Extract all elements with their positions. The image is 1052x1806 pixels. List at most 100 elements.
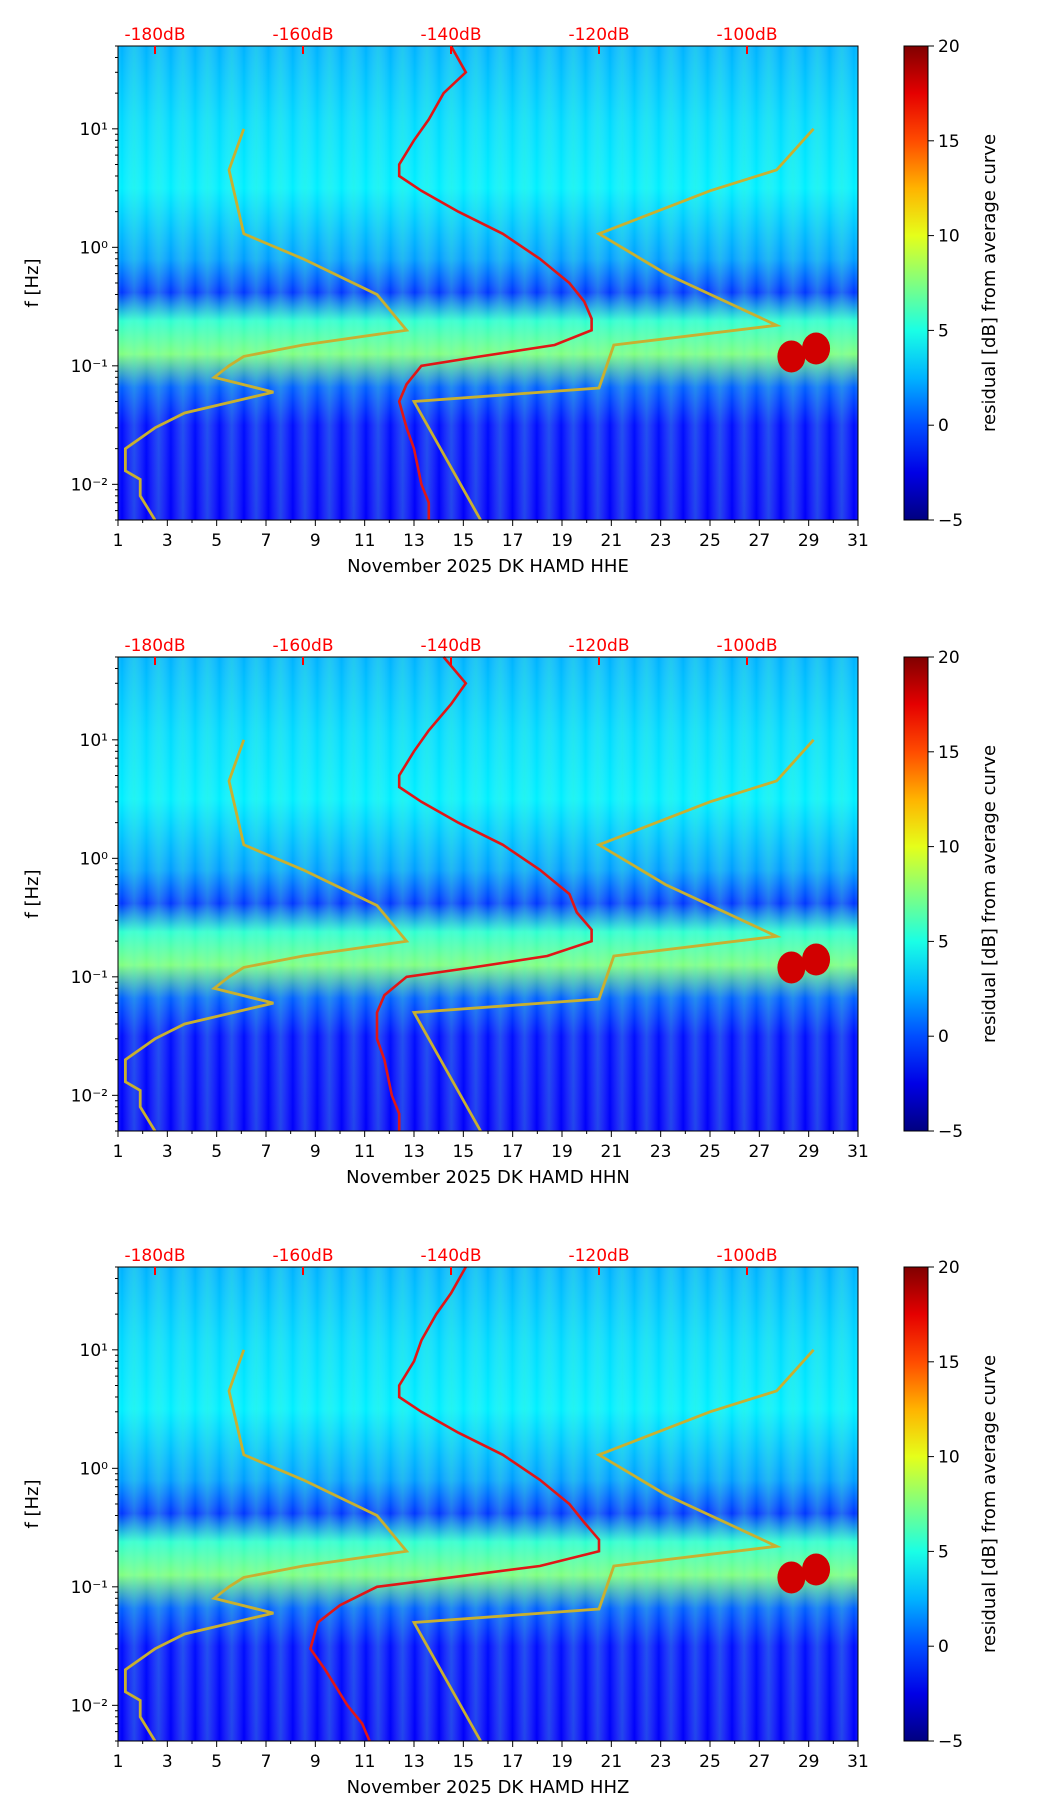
residual-hotspot: [777, 340, 806, 373]
colorbar-tick-label: 15: [938, 743, 960, 763]
colorbar-label: residual [dB] from average curve: [979, 745, 1000, 1043]
colorbar-bar: [903, 1266, 929, 1742]
x-axis-label: November 2025 DK HAMD HHN: [346, 1167, 630, 1188]
db-tick-label: -180dB: [124, 25, 185, 45]
colorbar-tick-label: 20: [938, 37, 960, 57]
x-tick-label: 21: [601, 531, 623, 551]
db-tick-label: -160dB: [272, 1246, 333, 1266]
colorbar-tick-label: 5: [938, 1542, 949, 1562]
x-tick-label: 9: [310, 1752, 321, 1772]
x-tick-label: 15: [453, 1752, 475, 1772]
y-axis-label: f [Hz]: [22, 869, 43, 918]
x-tick-label: 29: [798, 1752, 820, 1772]
x-tick-label: 1: [113, 1142, 124, 1162]
x-tick-label: 7: [261, 1752, 272, 1772]
colorbar-bar: [903, 45, 929, 521]
colorbar-tick-label: 0: [938, 1027, 949, 1047]
db-tick-label: -120dB: [568, 1246, 629, 1266]
y-tick-label: 10⁻²: [71, 1086, 108, 1106]
y-tick-label: 10⁻¹: [71, 357, 108, 377]
colorbar-tick-label: 10: [938, 1448, 960, 1468]
x-tick-label: 17: [502, 531, 524, 551]
db-tick-label: -120dB: [568, 25, 629, 45]
db-tick-label: -180dB: [124, 1246, 185, 1266]
spectrogram-texture: [118, 1267, 858, 1741]
db-tick-label: -180dB: [124, 636, 185, 656]
colorbar: 20 15 10 5 0 −5 residual [dB] from average cur…: [903, 648, 1000, 1142]
y-tick-label: 10¹: [80, 731, 108, 751]
x-axis-label: November 2025 DK HAMD HHE: [347, 556, 629, 577]
panel-hhe: 1 3 5 7 9 11 13 15 17 19 21 23 25 27 29 3110¹10⁰10⁻¹10⁻…: [22, 25, 1000, 577]
noise-model-low: [124, 128, 410, 521]
colorbar-tick-label: 5: [938, 321, 949, 341]
x-tick-label: 5: [211, 531, 222, 551]
x-tick-label: 5: [211, 1752, 222, 1772]
x-tick-label: 15: [453, 1142, 475, 1162]
colorbar-tick-label: −5: [938, 1122, 963, 1142]
noise-model-high: [411, 127, 815, 521]
residual-hotspot: [802, 1553, 831, 1586]
residual-hotspot: [802, 943, 831, 976]
x-tick-label: 17: [502, 1752, 524, 1772]
y-tick-label: 10⁰: [80, 849, 109, 869]
x-tick-label: 3: [162, 1752, 173, 1772]
noise-model-high: [411, 1348, 815, 1742]
y-tick-label: 10⁰: [80, 1459, 109, 1479]
x-tick-label: 7: [261, 531, 272, 551]
x-tick-label: 25: [699, 531, 721, 551]
colorbar-tick-label: 0: [938, 416, 949, 436]
db-tick-label: -100dB: [716, 636, 777, 656]
colorbar-tick-label: 10: [938, 838, 960, 858]
x-tick-label: 31: [847, 1142, 869, 1162]
db-tick-label: -160dB: [272, 636, 333, 656]
x-tick-label: 23: [650, 1752, 672, 1772]
x-tick-label: 1: [113, 1752, 124, 1772]
colorbar-tick-label: 15: [938, 132, 960, 152]
db-tick-label: -100dB: [716, 1246, 777, 1266]
db-tick-label: -140dB: [420, 1246, 481, 1266]
y-tick-label: 10¹: [80, 1341, 108, 1361]
colorbar: 20 15 10 5 0 −5 residual [dB] from average cur…: [903, 1258, 1000, 1752]
x-tick-label: 29: [798, 1142, 820, 1162]
x-tick-label: 3: [162, 531, 173, 551]
x-tick-label: 23: [650, 1142, 672, 1162]
colorbar-tick-label: −5: [938, 511, 963, 531]
colorbar-tick-label: −5: [938, 1732, 963, 1752]
x-tick-label: 11: [354, 531, 376, 551]
x-tick-label: 25: [699, 1752, 721, 1772]
db-tick-label: -140dB: [420, 25, 481, 45]
panel-hhz: 1 3 5 7 9 11 13 15 17 19 21 23 25 27 29 3110¹10⁰10⁻¹10⁻…: [22, 1246, 1000, 1798]
x-tick-label: 13: [403, 1142, 425, 1162]
x-tick-label: 23: [650, 531, 672, 551]
x-tick-label: 21: [601, 1752, 623, 1772]
db-tick-label: -100dB: [716, 25, 777, 45]
colorbar-bar: [903, 656, 929, 1132]
x-tick-label: 11: [354, 1142, 376, 1162]
residual-hotspot: [802, 332, 831, 365]
noise-model-high: [411, 738, 815, 1132]
psd-curve: [397, 45, 593, 520]
noise-model-low: [124, 1349, 410, 1742]
x-tick-label: 7: [261, 1142, 272, 1162]
x-tick-label: 5: [211, 1142, 222, 1162]
x-tick-label: 29: [798, 531, 820, 551]
colorbar-tick-label: 0: [938, 1637, 949, 1657]
x-tick-label: 17: [502, 1142, 524, 1162]
colorbar: 20 15 10 5 0 −5 residual [dB] from average cur…: [903, 37, 1000, 531]
db-tick-label: -120dB: [568, 636, 629, 656]
x-tick-label: 13: [403, 531, 425, 551]
y-axis-label: f [Hz]: [22, 258, 43, 307]
y-tick-label: 10⁻¹: [71, 968, 108, 988]
colorbar-tick-label: 20: [938, 648, 960, 668]
x-tick-label: 31: [847, 1752, 869, 1772]
y-tick-label: 10⁰: [80, 238, 109, 258]
x-tick-label: 3: [162, 1142, 173, 1162]
x-tick-label: 27: [749, 1752, 771, 1772]
spectrogram-texture: [118, 657, 858, 1131]
residual-hotspot: [777, 951, 806, 984]
colorbar-tick-label: 10: [938, 227, 960, 247]
psd-curve: [308, 1266, 601, 1742]
x-tick-label: 9: [310, 1142, 321, 1162]
colorbar-label: residual [dB] from average curve: [979, 1355, 1000, 1653]
